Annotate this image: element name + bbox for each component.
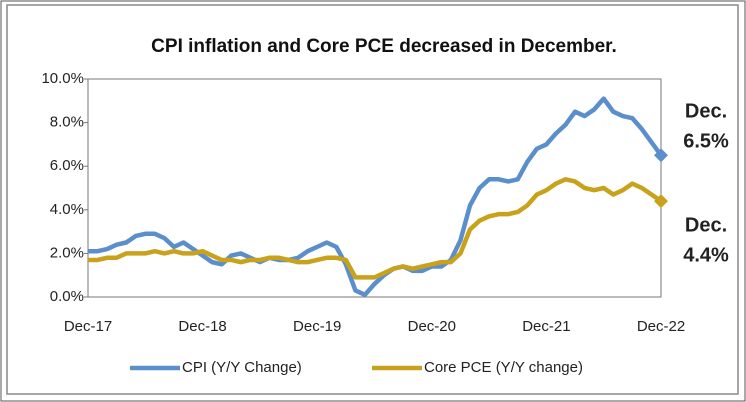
annotation: Dec. <box>685 214 727 236</box>
annotation: 6.5% <box>683 130 729 152</box>
x-tick-label: Dec-20 <box>408 318 456 335</box>
x-tick-label: Dec-17 <box>64 318 112 335</box>
y-tick-label: 2.0% <box>50 244 84 261</box>
series-line <box>88 96 663 298</box>
series-line <box>88 177 663 280</box>
annotation: 4.4% <box>683 244 729 266</box>
chart-title: CPI inflation and Core PCE decreased in … <box>151 36 617 57</box>
x-tick-label: Dec-18 <box>178 318 226 335</box>
legend-label: CPI (Y/Y Change) <box>182 359 302 376</box>
y-tick-label: 4.0% <box>50 201 84 218</box>
annotation: Dec. <box>685 100 727 122</box>
x-tick-label: Dec-19 <box>293 318 341 335</box>
y-tick-label: 8.0% <box>50 114 84 131</box>
plot-area <box>87 78 662 298</box>
end-marker <box>654 148 668 163</box>
x-tick-label: Dec-21 <box>522 318 570 335</box>
y-tick-label: 0.0% <box>50 288 84 305</box>
chart-frame <box>6 4 739 395</box>
end-marker <box>654 194 668 209</box>
y-tick-label: 10.0% <box>41 70 84 87</box>
legend-label: Core PCE (Y/Y change) <box>424 359 583 376</box>
y-tick-label: 6.0% <box>50 157 84 174</box>
x-tick-label: Dec-22 <box>637 318 685 335</box>
